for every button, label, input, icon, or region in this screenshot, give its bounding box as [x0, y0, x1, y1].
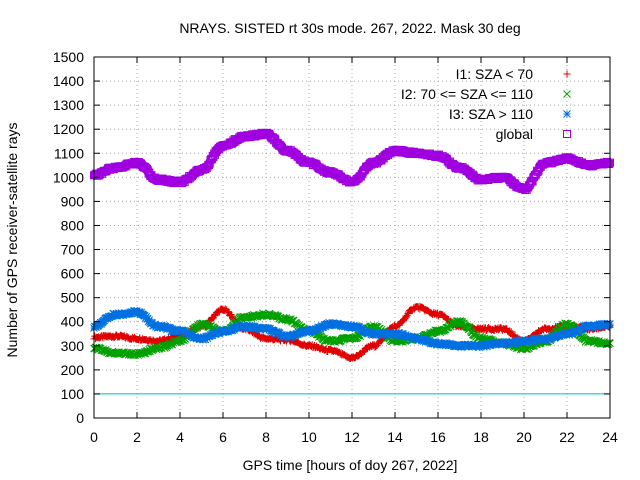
data-point — [395, 321, 403, 329]
data-point — [603, 157, 612, 166]
y-tick-label: 600 — [61, 266, 85, 282]
y-axis-label: Number of GPS receiver-satellite rays — [4, 123, 20, 358]
data-point — [362, 328, 370, 337]
data-point — [572, 328, 580, 336]
y-tick-label: 1400 — [53, 73, 84, 89]
x-tick-label: 12 — [344, 429, 360, 445]
y-tick-label: 900 — [61, 193, 85, 209]
x-tick-label: 6 — [219, 429, 227, 445]
x-tick-label: 2 — [133, 429, 141, 445]
data-point — [227, 311, 235, 319]
x-tick-label: 10 — [301, 429, 317, 445]
y-tick-label: 500 — [61, 290, 85, 306]
data-point — [148, 319, 157, 327]
data-point — [176, 336, 185, 345]
legend-marker — [563, 90, 571, 98]
data-point — [359, 325, 367, 333]
data-point — [248, 323, 257, 332]
y-tick-label: 0 — [76, 410, 84, 426]
x-tick-label: 8 — [262, 429, 270, 445]
data-point — [250, 322, 259, 331]
data-point — [354, 353, 362, 361]
y-tick-label: 1000 — [53, 169, 84, 185]
x-tick-label: 24 — [602, 429, 618, 445]
legend-label: I3: SZA > 110 — [449, 106, 533, 122]
data-point — [108, 312, 117, 320]
data-point — [302, 328, 311, 337]
y-tick-label: 100 — [61, 386, 85, 402]
chart-title: NRAYS. SISTED rt 30s mode. 267, 2022. Ma… — [179, 20, 520, 36]
legend-label: I1: SZA < 70 — [456, 66, 534, 82]
legend-marker — [563, 110, 571, 118]
data-point — [403, 311, 411, 319]
legend-marker — [563, 70, 571, 78]
data-point — [245, 321, 254, 330]
data-point — [385, 331, 394, 340]
y-tick-label: 1200 — [53, 121, 84, 137]
series-3 — [90, 306, 614, 352]
data-point — [421, 336, 429, 345]
data-point — [316, 324, 325, 333]
data-point — [204, 160, 213, 169]
legend-label: global — [496, 126, 533, 142]
data-point — [101, 347, 109, 356]
y-tick-label: 800 — [61, 217, 85, 233]
x-tick-label: 20 — [516, 429, 532, 445]
x-tick-label: 16 — [430, 429, 446, 445]
x-tick-label: 22 — [559, 429, 575, 445]
series-4 — [90, 128, 614, 195]
x-tick-label: 18 — [473, 429, 489, 445]
data-point — [605, 160, 614, 169]
y-tick-label: 700 — [61, 242, 85, 258]
x-tick-label: 4 — [176, 429, 184, 445]
y-tick-label: 200 — [61, 362, 85, 378]
data-point — [337, 320, 346, 329]
legend-label: I2: 70 <= SZA <= 110 — [401, 86, 533, 102]
data-point — [211, 312, 219, 320]
x-tick-label: 0 — [90, 429, 98, 445]
data-point — [446, 341, 454, 350]
data-point — [483, 342, 491, 351]
data-point — [368, 328, 376, 337]
data-point — [359, 349, 367, 357]
x-axis-label: GPS time [hours of doy 267, 2022] — [243, 457, 458, 473]
data-point — [272, 327, 281, 336]
y-tick-label: 1500 — [53, 49, 84, 65]
data-point — [584, 321, 593, 329]
data-point — [559, 328, 568, 337]
data-point — [491, 341, 500, 349]
data-point — [114, 350, 123, 358]
data-point — [408, 307, 416, 315]
y-tick-label: 1300 — [53, 97, 84, 113]
x-tick-label: 14 — [387, 429, 403, 445]
y-tick-label: 400 — [61, 314, 85, 330]
y-tick-label: 1100 — [54, 145, 84, 161]
legend-marker — [563, 130, 571, 138]
y-tick-label: 300 — [61, 338, 85, 354]
